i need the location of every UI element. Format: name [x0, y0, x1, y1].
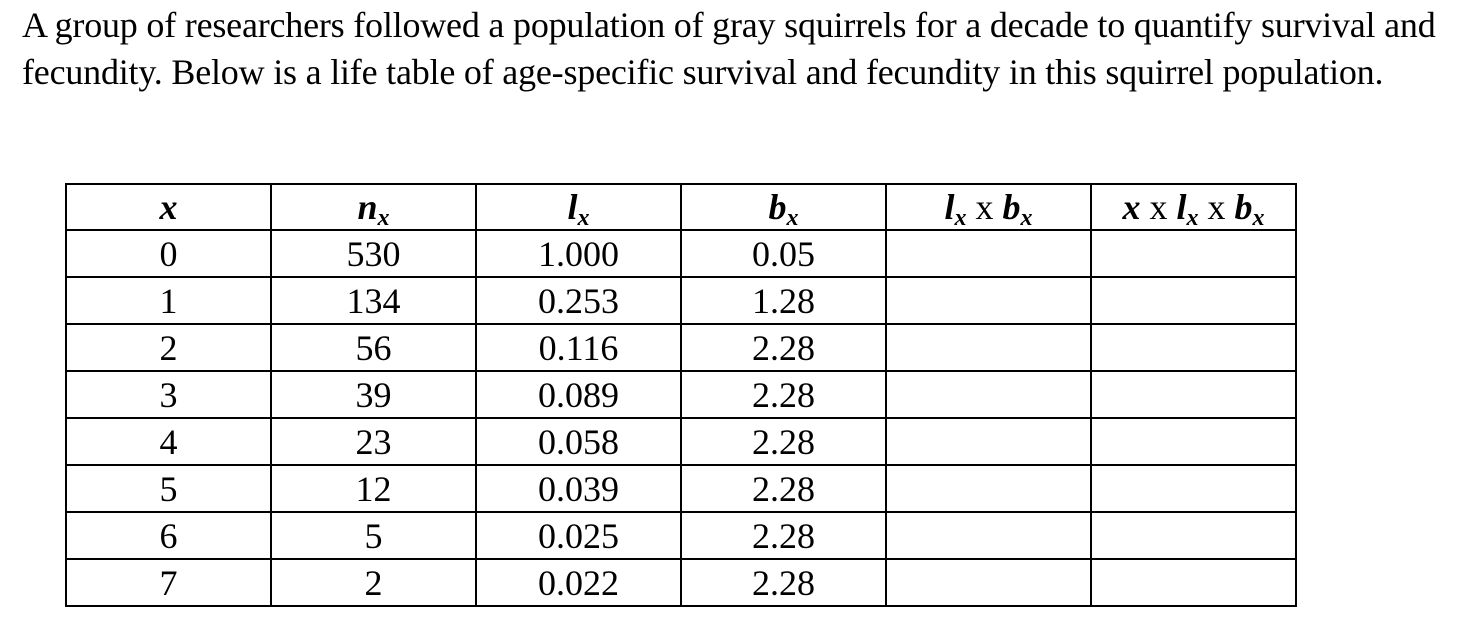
- cell-bx: 2.28: [680, 417, 887, 466]
- header-lx-times-bx: lx x bx: [885, 183, 1092, 231]
- cell-x-times-lx-times-bx: [1090, 323, 1297, 372]
- cell-nx: 39: [270, 370, 477, 419]
- cell-lx: 0.039: [475, 464, 682, 513]
- cell-x-times-lx-times-bx: [1090, 276, 1297, 325]
- cell-lx-times-bx: [885, 229, 1092, 278]
- cell-nx: 23: [270, 417, 477, 466]
- cell-age: 2: [65, 323, 272, 372]
- cell-lx-times-bx: [885, 558, 1092, 607]
- table-row: 0 530 1.000 0.05: [65, 229, 1297, 278]
- cell-bx: 2.28: [680, 370, 887, 419]
- cell-x-times-lx-times-bx: [1090, 229, 1297, 278]
- header-age: x: [65, 183, 272, 231]
- cell-lx: 0.058: [475, 417, 682, 466]
- cell-lx: 0.022: [475, 558, 682, 607]
- cell-nx: 12: [270, 464, 477, 513]
- cell-age: 7: [65, 558, 272, 607]
- table-row: 7 2 0.022 2.28: [65, 558, 1297, 607]
- cell-x-times-lx-times-bx: [1090, 464, 1297, 513]
- cell-lx: 1.000: [475, 229, 682, 278]
- cell-lx: 0.116: [475, 323, 682, 372]
- table-row: 5 12 0.039 2.28: [65, 464, 1297, 513]
- header-bx: bx: [680, 183, 887, 231]
- cell-bx: 2.28: [680, 511, 887, 560]
- cell-x-times-lx-times-bx: [1090, 558, 1297, 607]
- cell-lx-times-bx: [885, 370, 1092, 419]
- cell-lx: 0.253: [475, 276, 682, 325]
- cell-age: 1: [65, 276, 272, 325]
- cell-lx-times-bx: [885, 276, 1092, 325]
- cell-bx: 2.28: [680, 323, 887, 372]
- cell-age: 0: [65, 229, 272, 278]
- header-row: x nx lx bx lx x bx x x lx x bx: [65, 183, 1297, 231]
- table-row: 3 39 0.089 2.28: [65, 370, 1297, 419]
- cell-nx: 5: [270, 511, 477, 560]
- header-x-times-lx-times-bx: x x lx x bx: [1090, 183, 1297, 231]
- cell-lx-times-bx: [885, 417, 1092, 466]
- header-lx: lx: [475, 183, 682, 231]
- header-nx: nx: [270, 183, 477, 231]
- cell-bx: 0.05: [680, 229, 887, 278]
- cell-bx: 2.28: [680, 558, 887, 607]
- cell-bx: 1.28: [680, 276, 887, 325]
- cell-x-times-lx-times-bx: [1090, 417, 1297, 466]
- cell-nx: 134: [270, 276, 477, 325]
- cell-lx: 0.025: [475, 511, 682, 560]
- table-row: 1 134 0.253 1.28: [65, 276, 1297, 325]
- cell-bx: 2.28: [680, 464, 887, 513]
- cell-lx-times-bx: [885, 511, 1092, 560]
- cell-age: 3: [65, 370, 272, 419]
- life-table: x nx lx bx lx x bx x x lx x bx 0 530 1.0…: [65, 183, 1297, 607]
- cell-nx: 56: [270, 323, 477, 372]
- cell-age: 6: [65, 511, 272, 560]
- cell-lx-times-bx: [885, 323, 1092, 372]
- table-row: 4 23 0.058 2.28: [65, 417, 1297, 466]
- table-row: 6 5 0.025 2.28: [65, 511, 1297, 560]
- cell-nx: 530: [270, 229, 477, 278]
- cell-lx-times-bx: [885, 464, 1092, 513]
- cell-x-times-lx-times-bx: [1090, 511, 1297, 560]
- cell-age: 5: [65, 464, 272, 513]
- cell-age: 4: [65, 417, 272, 466]
- cell-nx: 2: [270, 558, 477, 607]
- cell-x-times-lx-times-bx: [1090, 370, 1297, 419]
- cell-lx: 0.089: [475, 370, 682, 419]
- table-row: 2 56 0.116 2.28: [65, 323, 1297, 372]
- intro-paragraph: A group of researchers followed a popula…: [22, 5, 1436, 92]
